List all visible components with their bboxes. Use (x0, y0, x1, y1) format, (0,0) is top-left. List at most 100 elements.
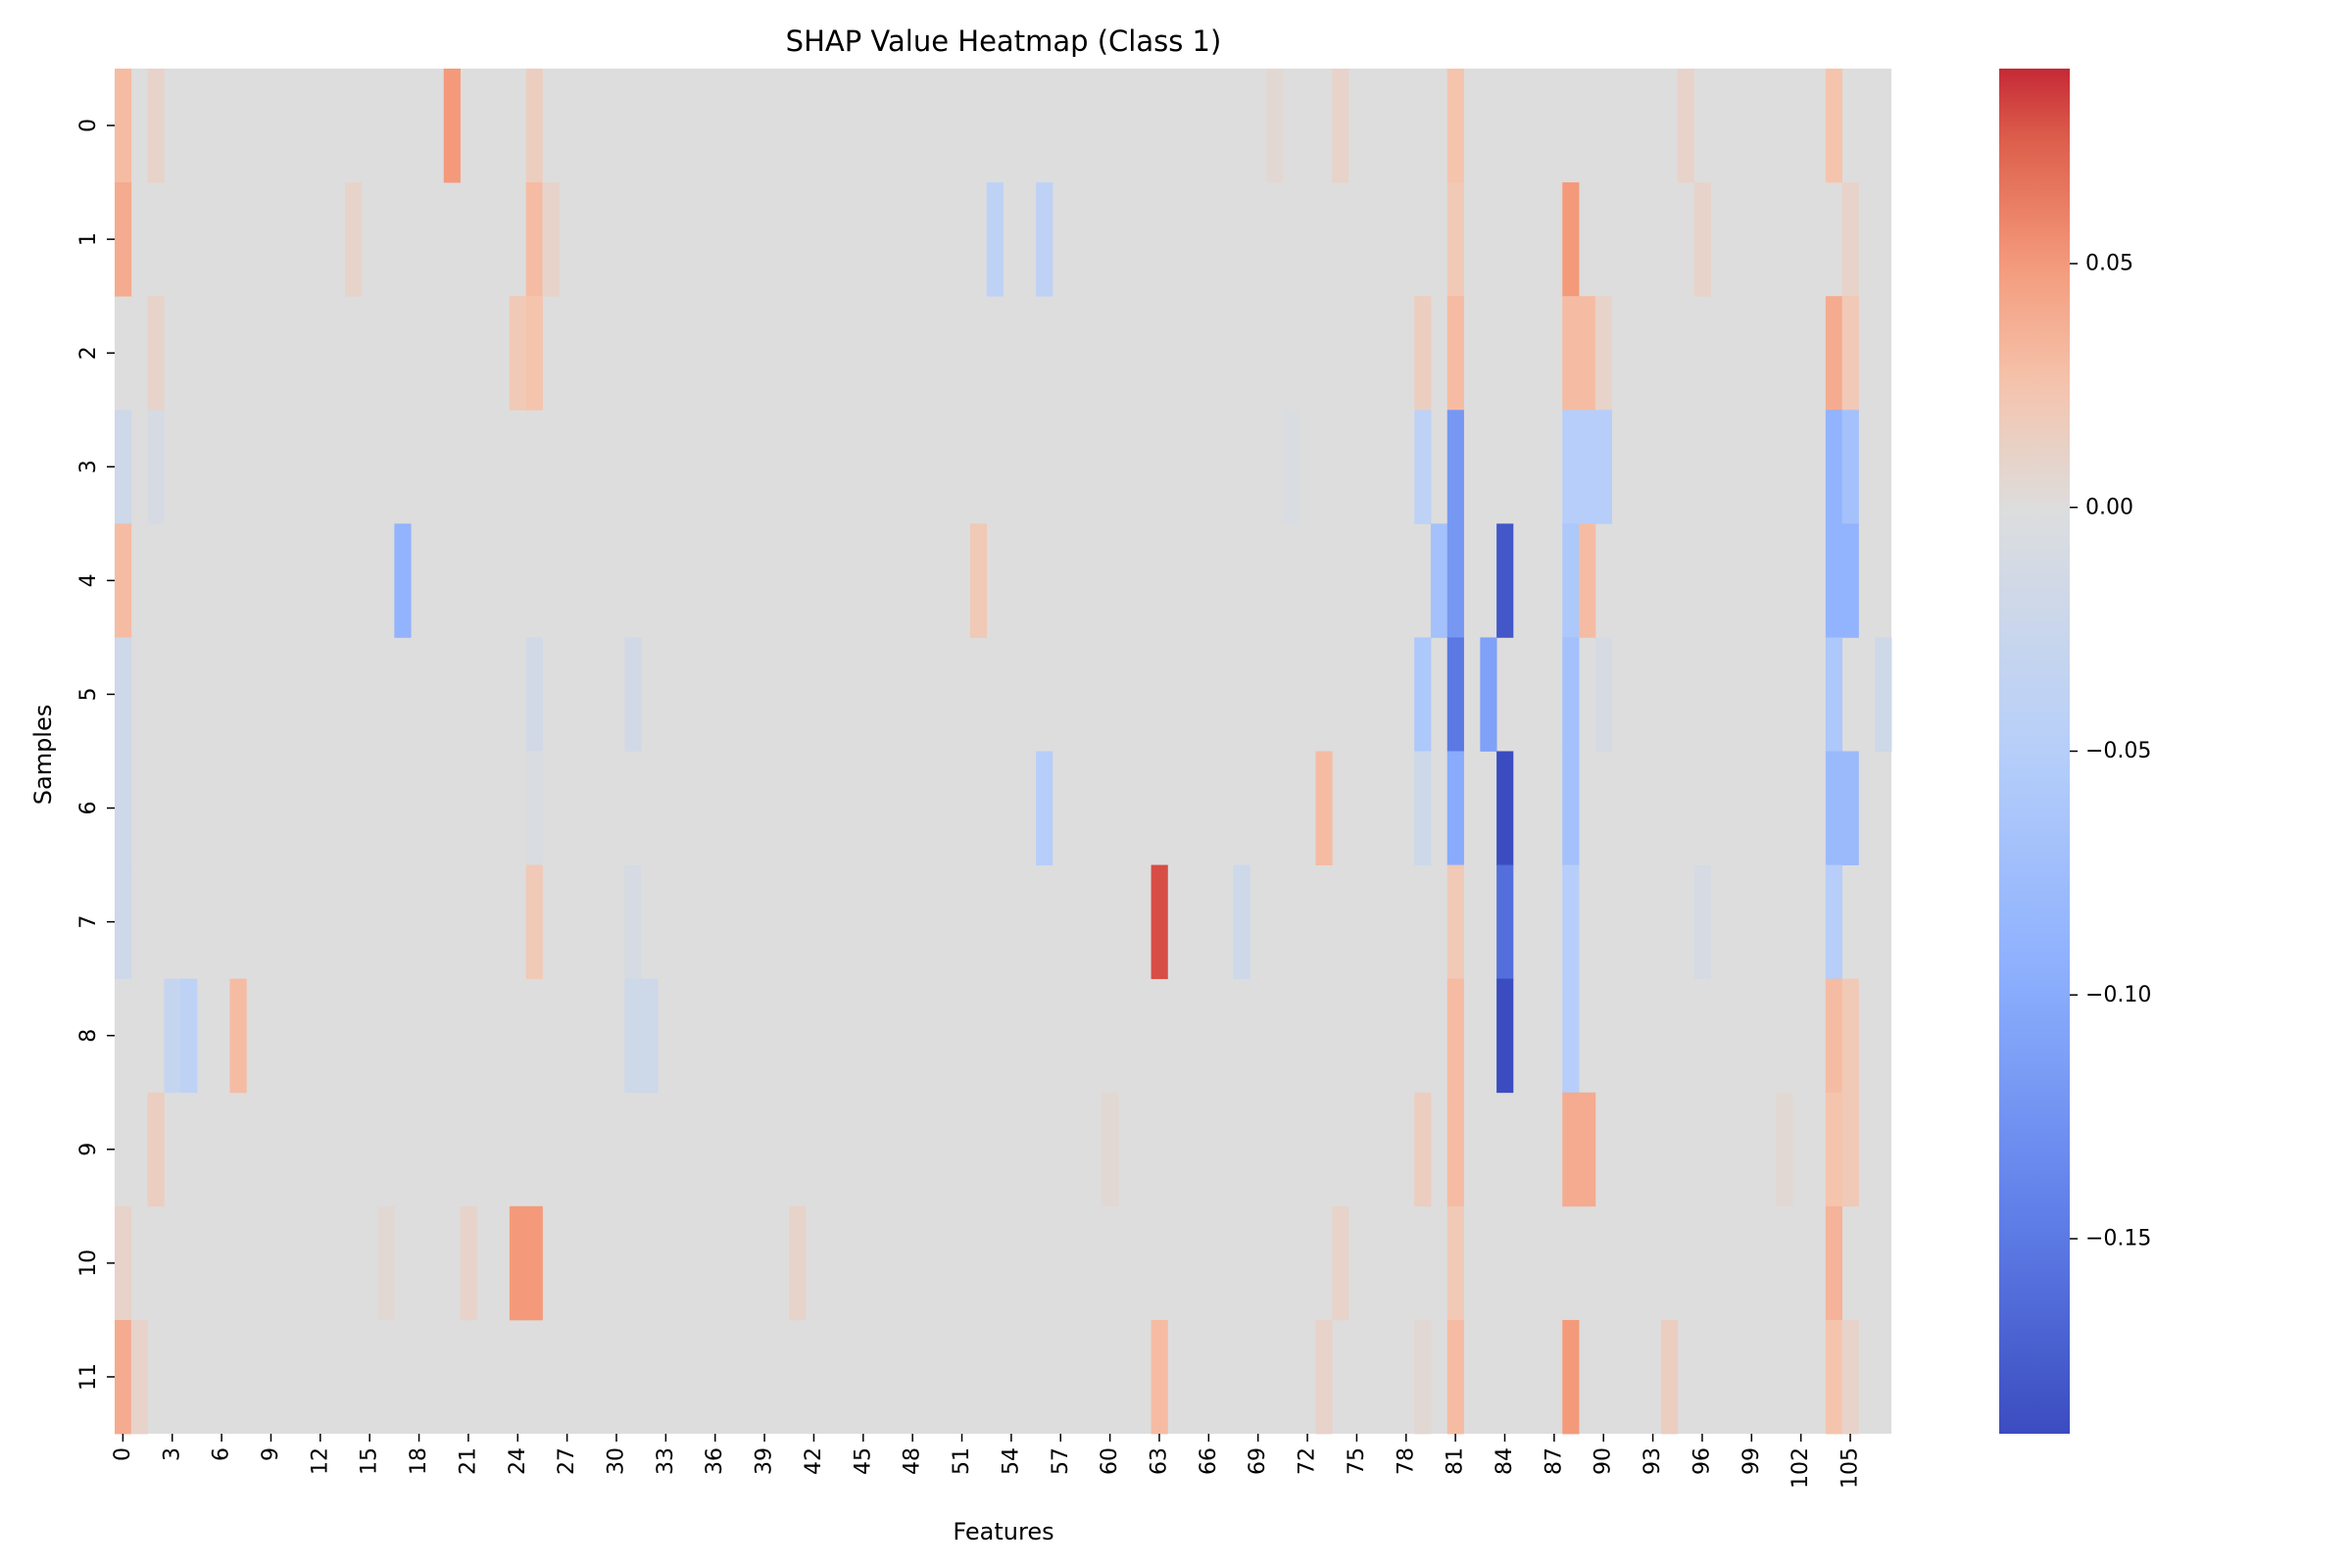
heatmap-cell (1446, 296, 1464, 411)
x-tick-label: 102 (1788, 1447, 1813, 1489)
x-tick-label: 3 (160, 1447, 184, 1461)
heatmap-cell (1332, 1205, 1349, 1321)
x-tick-label: 66 (1197, 1447, 1221, 1475)
y-axis-label: Samples (29, 705, 57, 806)
heatmap-cell (394, 523, 412, 638)
heatmap-cell (377, 1205, 395, 1321)
heatmap-cell (986, 182, 1004, 297)
heatmap-cell (115, 1319, 132, 1435)
heatmap-cells (115, 69, 1892, 1435)
heatmap-cell (147, 1092, 165, 1207)
x-tick-label: 42 (802, 1447, 826, 1475)
heatmap-cell (1562, 637, 1580, 752)
heatmap-cell (1151, 1319, 1168, 1435)
heatmap-cell (1841, 978, 1859, 1094)
heatmap-cell (525, 182, 543, 297)
heatmap-cell (509, 296, 527, 411)
heatmap-cell (115, 637, 132, 752)
heatmap-cell (1562, 523, 1580, 638)
heatmap-cell (115, 410, 132, 524)
x-tick-label: 72 (1296, 1447, 1320, 1475)
x-tick-label: 15 (358, 1447, 382, 1475)
x-tick-label: 81 (1444, 1447, 1468, 1475)
y-tick-label: 9 (76, 1143, 101, 1156)
heatmap-cell (1825, 69, 1843, 183)
heatmap-cell (1446, 1319, 1464, 1435)
heatmap-cell (1693, 864, 1711, 980)
x-axis-label: Features (953, 1518, 1054, 1545)
heatmap-cell (1496, 523, 1514, 638)
heatmap-cell (1315, 751, 1333, 865)
x-tick-label: 36 (703, 1447, 727, 1475)
heatmap-cell (1233, 864, 1250, 980)
heatmap-cell (147, 410, 165, 524)
colorbar-tick-label: −0.10 (2085, 983, 2151, 1007)
heatmap-cell (1446, 523, 1464, 638)
heatmap-cell (1825, 410, 1843, 524)
x-tick-label: 6 (210, 1447, 234, 1461)
y-tick-label: 0 (76, 119, 101, 132)
heatmap-cell (525, 1205, 543, 1321)
heatmap-cell (443, 69, 461, 183)
heatmap-cell (1825, 1205, 1843, 1321)
heatmap-cell (1414, 751, 1432, 865)
heatmap-cell (525, 751, 543, 865)
heatmap-cell (1562, 751, 1580, 865)
heatmap-cell (1677, 69, 1694, 183)
heatmap-cell (1496, 978, 1514, 1094)
x-tick-label: 93 (1641, 1447, 1665, 1475)
heatmap-cell (1151, 864, 1168, 980)
x-tick-label: 45 (851, 1447, 875, 1475)
heatmap-cell (229, 978, 247, 1094)
heatmap-cell (1579, 296, 1596, 411)
heatmap-cell (1825, 1319, 1843, 1435)
heatmap-cell (147, 69, 165, 183)
heatmap-cell (1282, 410, 1300, 524)
x-tick-label: 27 (555, 1447, 579, 1475)
x-tick-label: 48 (901, 1447, 925, 1475)
heatmap-cell (1594, 637, 1613, 752)
heatmap-cell (641, 978, 659, 1094)
heatmap-cell (624, 978, 642, 1094)
heatmap-cell (1841, 1319, 1859, 1435)
heatmap-cell (1875, 637, 1892, 752)
heatmap-cell (1825, 296, 1843, 411)
x-tick-label: 63 (1147, 1447, 1171, 1475)
heatmap-cell (1446, 864, 1464, 980)
heatmap-cell (1825, 864, 1843, 980)
x-tick-label: 84 (1493, 1447, 1517, 1475)
heatmap-cell (1841, 410, 1859, 524)
y-axis-ticks: 0 1 2 3 4 5 6 7 8 9 10 11 (76, 119, 115, 1391)
x-tick-label: 60 (1098, 1447, 1122, 1475)
heatmap-cell (115, 182, 132, 297)
heatmap-cell (1579, 523, 1596, 638)
heatmap-cell (525, 637, 543, 752)
colorbar (1999, 69, 2070, 1434)
x-tick-label: 78 (1394, 1447, 1418, 1475)
heatmap-cell (1496, 751, 1514, 865)
heatmap-cell (147, 296, 165, 411)
heatmap-cell (1562, 978, 1580, 1094)
heatmap-cell (525, 864, 543, 980)
heatmap-cell (130, 1319, 148, 1435)
heatmap-cell (1446, 1092, 1464, 1207)
heatmap-cell (1446, 978, 1464, 1094)
heatmap-cell (1841, 523, 1859, 638)
x-tick-label: 0 (111, 1447, 135, 1461)
y-tick-label: 2 (76, 346, 101, 360)
heatmap-cell (115, 523, 132, 638)
heatmap-cell (525, 69, 543, 183)
heatmap-cell (164, 978, 181, 1094)
heatmap-cell (1446, 1205, 1464, 1321)
y-tick-label: 3 (76, 460, 101, 473)
heatmap-cell (1446, 182, 1464, 297)
heatmap-cell (969, 523, 988, 638)
y-tick-label: 10 (76, 1250, 101, 1277)
colorbar-tick-label: −0.05 (2085, 739, 2151, 763)
y-tick-label: 7 (76, 915, 101, 929)
x-tick-label: 51 (950, 1447, 974, 1475)
heatmap-cell (1594, 410, 1613, 524)
colorbar-tick-label: −0.15 (2085, 1227, 2151, 1251)
x-tick-label: 24 (506, 1447, 530, 1475)
